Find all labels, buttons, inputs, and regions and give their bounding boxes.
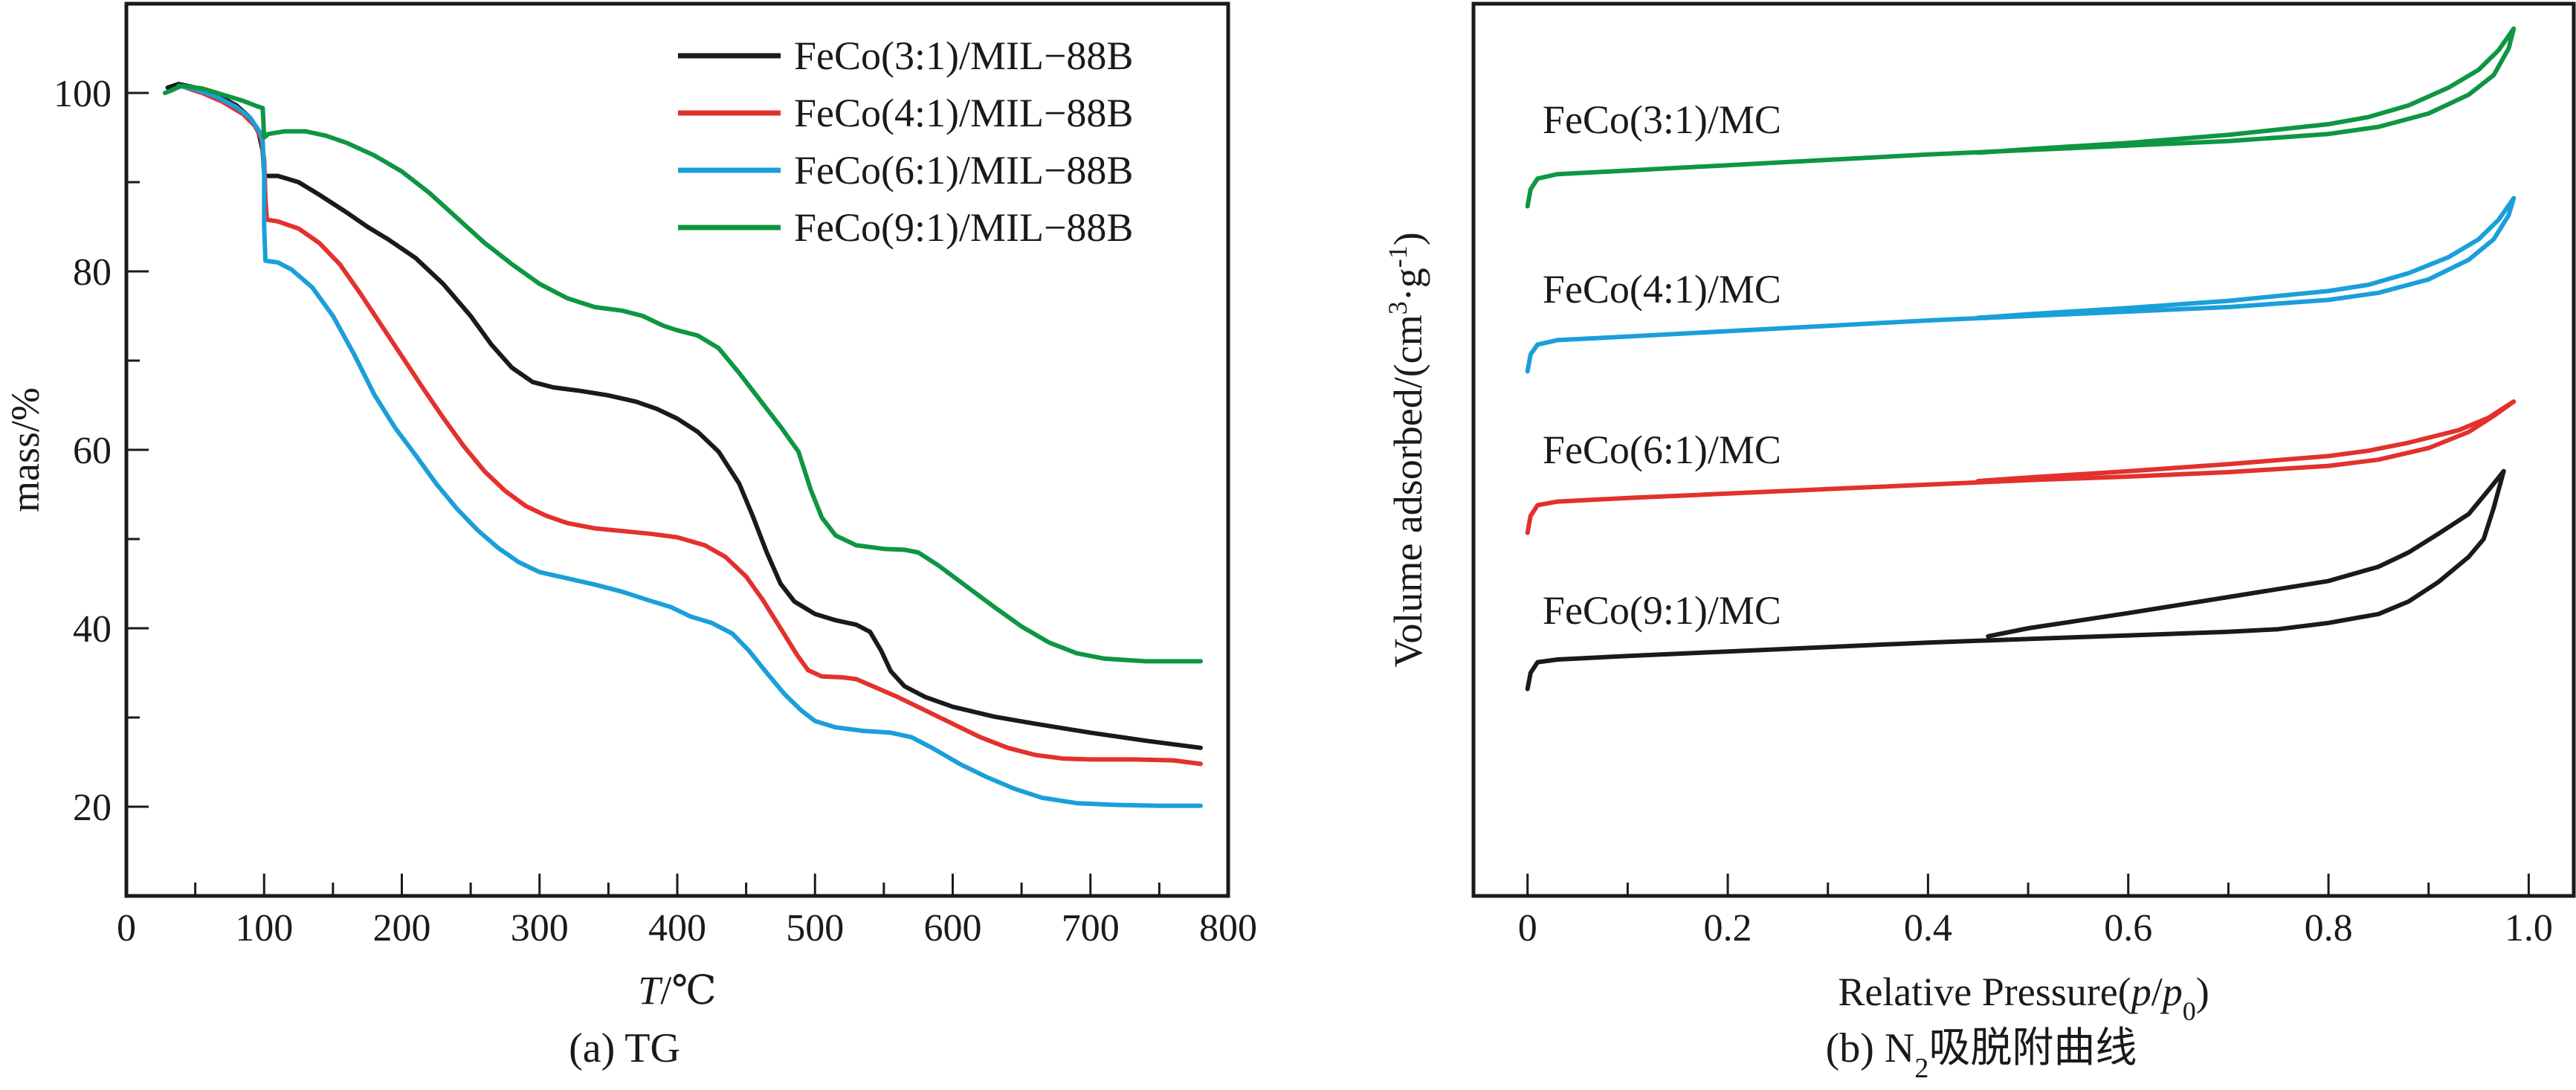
n2-x-title-p0: p <box>2160 970 2183 1014</box>
n2-y-title-supm1: -1 <box>1383 245 1413 268</box>
tg-legend-item: FeCo(3:1)/MIL−88B <box>678 33 1133 78</box>
tg-legend-item: FeCo(6:1)/MIL−88B <box>678 148 1133 193</box>
n2-y-title-end: ) <box>1386 232 1430 245</box>
n2-adsorption-branch <box>1525 196 2517 374</box>
tg-caption: (a) TG <box>569 1025 680 1071</box>
tg-legend-label: FeCo(3:1)/MIL−88B <box>794 33 1133 78</box>
n2-x-tick-label: 0.2 <box>1704 907 1752 949</box>
n2-caption-sub: 2 <box>1914 1053 1928 1084</box>
n2-y-title-sup3: 3 <box>1383 301 1413 315</box>
tg-x-tick-label: 500 <box>786 907 844 949</box>
tg-legend-label: FeCo(4:1)/MIL−88B <box>794 91 1133 135</box>
tg-series-line-feco-9-1-mil-88b <box>162 83 1203 664</box>
tg-y-tick-label: 60 <box>73 430 112 472</box>
n2-series-label: FeCo(6:1)/MC <box>1543 428 1781 472</box>
tg-legend-label: FeCo(9:1)/MIL−88B <box>794 205 1133 250</box>
tg-x-tick-label: 200 <box>373 907 431 949</box>
tg-y-tick-label: 80 <box>73 251 112 294</box>
tg-y-axis-title: mass/% <box>3 387 48 512</box>
n2-series-labels: FeCo(3:1)/MC FeCo(4:1)/MC FeCo(6:1)/MC FeCo… <box>1543 97 1781 633</box>
n2-x-tick-label: 0.8 <box>2305 907 2353 949</box>
tg-x-tick-label: 400 <box>648 907 706 949</box>
n2-y-title-main: Volume adsorbed/(cm <box>1386 315 1430 667</box>
tg-x-tick-label: 800 <box>1199 907 1257 949</box>
n2-series-feco-3-1-mc <box>1525 26 2517 209</box>
n2-x-tick-label: 0.4 <box>1904 907 1952 949</box>
n2-x-title-suffix: ) <box>2196 970 2209 1014</box>
tg-legend-item: FeCo(4:1)/MIL−88B <box>678 91 1133 135</box>
n2-x-title-p: p <box>2128 970 2151 1014</box>
n2-desorption-branch <box>1975 399 2517 483</box>
n2-caption-prefix: (b) N <box>1826 1025 1915 1071</box>
n2-desorption-branch <box>1975 26 2517 155</box>
n2-plot-frame <box>1471 1 2576 898</box>
tg-legend-item: FeCo(9:1)/MIL−88B <box>678 205 1133 250</box>
n2-adsorption-branch <box>1525 468 2506 691</box>
tg-plot-frame <box>124 1 1230 898</box>
n2-series-label: FeCo(9:1)/MC <box>1543 588 1781 633</box>
tg-x-tick-label: 600 <box>924 907 982 949</box>
tg-series-lines <box>162 82 1203 808</box>
n2-adsorption-branch <box>1525 399 2517 535</box>
tg-x-axis: 0 100 200 300 400 500 600 700 800 <box>117 874 1257 949</box>
n2-x-tick-label: 0 <box>1518 907 1537 949</box>
n2-x-axis: 0 0.2 0.4 0.6 0.8 1.0 <box>1518 874 2553 949</box>
n2-isotherm-chart: 0 0.2 0.4 0.6 0.8 1.0 FeCo(3:1)/MC FeCo(4:1)/M… <box>1383 1 2576 1084</box>
tg-legend-label: FeCo(6:1)/MIL−88B <box>794 148 1133 193</box>
tg-x-tick-label: 100 <box>235 907 293 949</box>
n2-desorption-branch <box>1975 196 2517 320</box>
tg-chart: 0 100 200 300 400 500 600 700 800 20 40 60 80 100 Fe… <box>3 1 1257 1071</box>
n2-caption: (b) N2吸脱附曲线 <box>1826 1025 2137 1084</box>
tg-y-tick-label: 100 <box>54 73 112 115</box>
n2-x-title-sub0: 0 <box>2183 996 2196 1026</box>
tg-x-tick-label: 0 <box>117 907 136 949</box>
n2-x-tick-label: 1.0 <box>2505 907 2553 949</box>
n2-x-tick-label: 0.6 <box>2104 907 2152 949</box>
tg-y-axis: 20 40 60 80 100 <box>54 73 149 829</box>
n2-series-feco-9-1-mc <box>1525 468 2506 691</box>
tg-x-tick-label: 300 <box>511 907 569 949</box>
n2-x-title-prefix: Relative Pressure( <box>1838 970 2131 1014</box>
n2-series-feco-4-1-mc <box>1525 196 2517 374</box>
n2-x-axis-title: Relative Pressure(p/p0) <box>1838 970 2209 1026</box>
n2-desorption-branch <box>1986 468 2506 639</box>
tg-series-line-feco-4-1-mil-88b <box>183 85 1203 767</box>
n2-caption-suffix: 吸脱附曲线 <box>1928 1025 2137 1071</box>
n2-series-label: FeCo(3:1)/MC <box>1543 97 1781 142</box>
tg-legend: FeCo(3:1)/MIL−88B FeCo(4:1)/MIL−88B FeCo(6… <box>678 33 1133 250</box>
n2-series-label: FeCo(4:1)/MC <box>1543 267 1781 312</box>
tg-x-tick-label: 700 <box>1062 907 1120 949</box>
n2-y-title-mid: ·g <box>1386 268 1430 301</box>
tg-x-axis-title-unit: /℃ <box>660 968 716 1013</box>
n2-series-feco-6-1-mc <box>1525 399 2517 535</box>
n2-y-axis-title: Volume adsorbed/(cm3·g-1) <box>1383 232 1430 667</box>
tg-y-tick-label: 20 <box>73 787 112 829</box>
tg-x-axis-title-var: T <box>638 968 663 1013</box>
n2-series-lines <box>1525 26 2517 691</box>
tg-x-axis-title: T/℃ <box>638 968 716 1013</box>
tg-y-tick-label: 40 <box>73 608 112 651</box>
tg-series-line-feco-6-1-mil-88b <box>176 83 1203 808</box>
n2-x-title-slash: / <box>2151 970 2163 1014</box>
